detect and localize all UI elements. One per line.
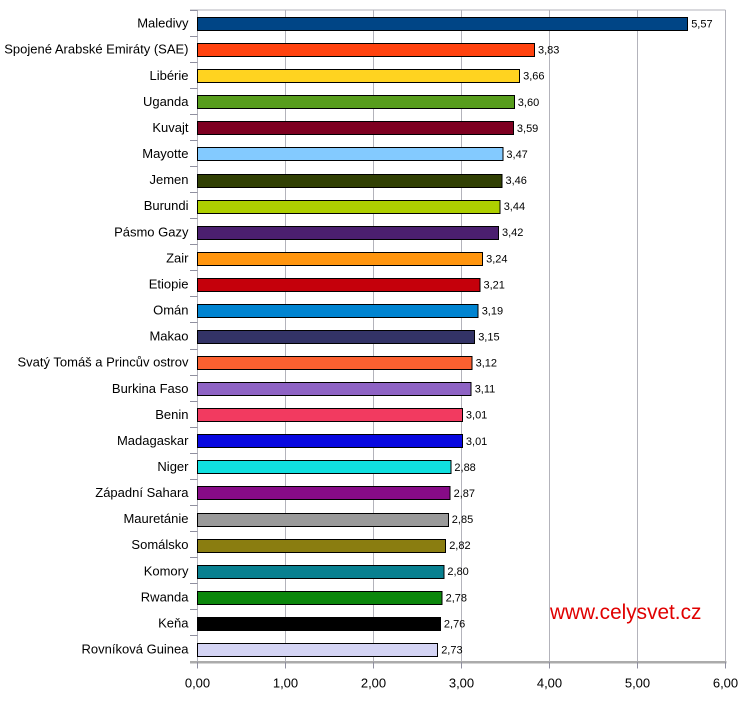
svg-text:2,78: 2,78 [446, 592, 467, 604]
svg-text:Kuvajt: Kuvajt [152, 120, 189, 135]
svg-text:3,12: 3,12 [476, 358, 497, 370]
svg-text:Komory: Komory [144, 563, 189, 578]
svg-text:Makao: Makao [149, 329, 188, 344]
svg-text:2,85: 2,85 [452, 514, 473, 526]
svg-text:Uganda: Uganda [143, 94, 189, 109]
svg-text:Keňa: Keňa [158, 616, 189, 631]
svg-text:Zair: Zair [166, 250, 189, 265]
svg-text:3,24: 3,24 [486, 253, 507, 265]
svg-text:2,87: 2,87 [454, 488, 475, 500]
svg-text:5,57: 5,57 [691, 19, 712, 31]
svg-text:Mayotte: Mayotte [142, 146, 188, 161]
svg-text:Omán: Omán [153, 303, 188, 318]
svg-text:Svatý Tomáš a Princův ostrov: Svatý Tomáš a Princův ostrov [18, 355, 189, 370]
svg-text:6,00: 6,00 [713, 676, 738, 691]
svg-text:Somálsko: Somálsko [131, 537, 188, 552]
svg-text:Burkina Faso: Burkina Faso [112, 381, 189, 396]
svg-text:3,44: 3,44 [504, 201, 525, 213]
svg-text:2,00: 2,00 [361, 676, 386, 691]
svg-text:5,00: 5,00 [625, 676, 650, 691]
svg-text:2,80: 2,80 [447, 566, 468, 578]
svg-text:1,00: 1,00 [273, 676, 298, 691]
svg-text:Benin: Benin [155, 407, 188, 422]
svg-text:3,19: 3,19 [482, 305, 503, 317]
svg-text:Etiopie: Etiopie [149, 276, 189, 291]
svg-text:2,88: 2,88 [454, 462, 475, 474]
svg-text:3,01: 3,01 [466, 410, 487, 422]
svg-text:3,46: 3,46 [506, 175, 527, 187]
svg-text:Maledivy: Maledivy [137, 16, 189, 31]
svg-text:3,47: 3,47 [506, 149, 527, 161]
svg-text:3,01: 3,01 [466, 436, 487, 448]
svg-text:Jemen: Jemen [149, 172, 188, 187]
svg-text:www.celysvet.cz: www.celysvet.cz [549, 601, 701, 624]
svg-text:Rwanda: Rwanda [141, 589, 189, 604]
svg-text:4,00: 4,00 [537, 676, 562, 691]
svg-text:Spojené Arabské Emiráty (SAE): Spojené Arabské Emiráty (SAE) [4, 42, 188, 57]
svg-text:3,11: 3,11 [475, 384, 496, 396]
svg-text:3,59: 3,59 [517, 123, 538, 135]
svg-text:3,60: 3,60 [518, 97, 539, 109]
svg-text:0,00: 0,00 [185, 676, 210, 691]
svg-text:Rovníková Guinea: Rovníková Guinea [82, 642, 190, 657]
svg-text:3,15: 3,15 [478, 332, 499, 344]
svg-text:2,76: 2,76 [444, 618, 465, 630]
svg-text:Niger: Niger [157, 459, 189, 474]
svg-text:3,21: 3,21 [484, 279, 505, 291]
svg-text:Západní Sahara: Západní Sahara [95, 485, 189, 500]
svg-text:Pásmo Gazy: Pásmo Gazy [114, 224, 189, 239]
svg-text:2,82: 2,82 [449, 540, 470, 552]
svg-text:3,83: 3,83 [538, 45, 559, 57]
svg-text:3,42: 3,42 [502, 227, 523, 239]
svg-text:2,73: 2,73 [441, 645, 462, 657]
svg-text:Madagaskar: Madagaskar [117, 433, 189, 448]
svg-text:Burundi: Burundi [144, 198, 189, 213]
svg-text:Mauretánie: Mauretánie [123, 511, 188, 526]
svg-text:3,00: 3,00 [449, 676, 474, 691]
svg-text:Libérie: Libérie [149, 68, 188, 83]
svg-text:3,66: 3,66 [523, 71, 544, 83]
